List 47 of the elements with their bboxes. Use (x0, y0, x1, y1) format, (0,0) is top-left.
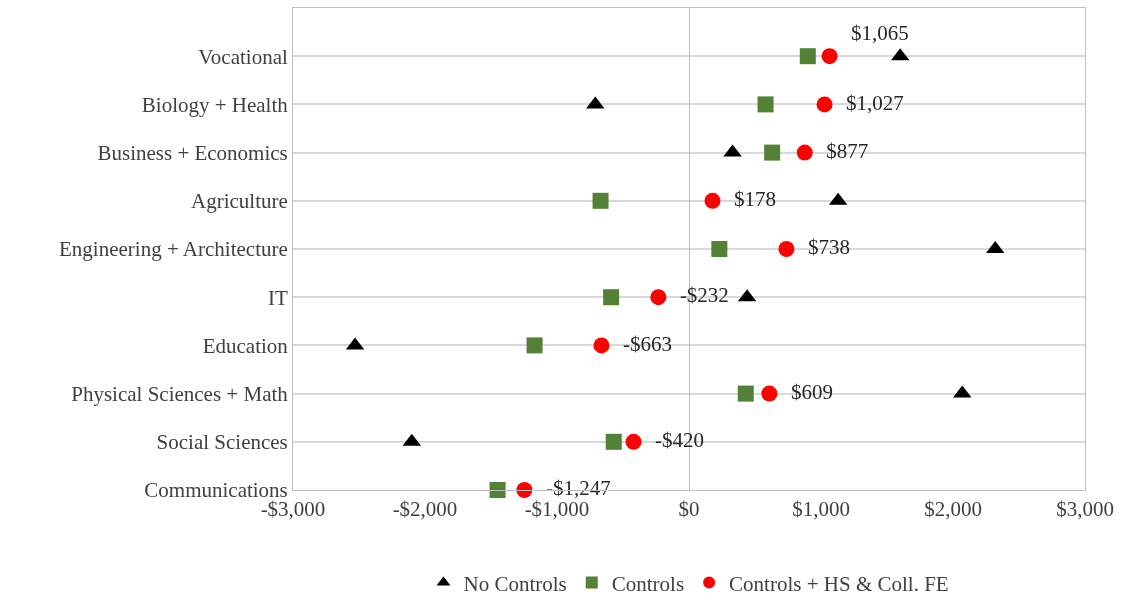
point (704, 192, 721, 209)
point (605, 433, 622, 450)
data-label: $738 (797, 235, 861, 260)
x-tick-label: -$2,000 (392, 497, 458, 522)
legend-label: No Controls (463, 571, 567, 596)
x-tick-label: $1,000 (792, 497, 850, 522)
point (526, 337, 543, 354)
point (761, 385, 778, 402)
data-label: $609 (780, 379, 844, 404)
point (650, 289, 667, 306)
y-tick-label: Physical Sciences + Math (71, 381, 289, 406)
point (757, 96, 774, 113)
point (816, 96, 833, 113)
point (796, 144, 813, 161)
point (711, 241, 728, 257)
x-tick-label: $2,000 (924, 497, 982, 522)
y-tick-label: Business + Economics (97, 140, 288, 165)
data-label: -$232 (669, 283, 740, 308)
point (799, 48, 816, 65)
point (764, 144, 781, 161)
point (593, 337, 610, 354)
y-tick-label: Vocational (198, 44, 288, 69)
point (821, 48, 838, 65)
y-tick-label: Biology + Health (141, 92, 289, 117)
legend-label: Controls (611, 571, 685, 596)
point (737, 385, 754, 402)
y-tick-label: IT (267, 285, 288, 310)
data-label: -$663 (612, 331, 683, 356)
y-tick-label: Agriculture (191, 189, 288, 214)
point (625, 433, 642, 450)
data-label: $877 (815, 138, 879, 163)
point (489, 482, 506, 498)
data-label: -$420 (644, 428, 715, 453)
data-label: $1,027 (835, 90, 915, 115)
data-label: $178 (723, 187, 787, 212)
point (603, 289, 620, 306)
y-tick-label: Social Sciences (156, 430, 288, 455)
data-label: $1,065 (840, 20, 920, 45)
point (516, 482, 533, 498)
x-tick-label: -$1,000 (524, 497, 590, 522)
y-tick-label: Engineering + Architecture (59, 237, 288, 262)
point (778, 241, 795, 257)
y-tick-label: Education (202, 333, 289, 358)
point (592, 192, 609, 209)
x-tick-label: $0 (678, 497, 700, 522)
x-tick-label: $3,000 (1056, 497, 1114, 522)
legend-label: Controls + HS & Coll. FE (729, 571, 949, 596)
